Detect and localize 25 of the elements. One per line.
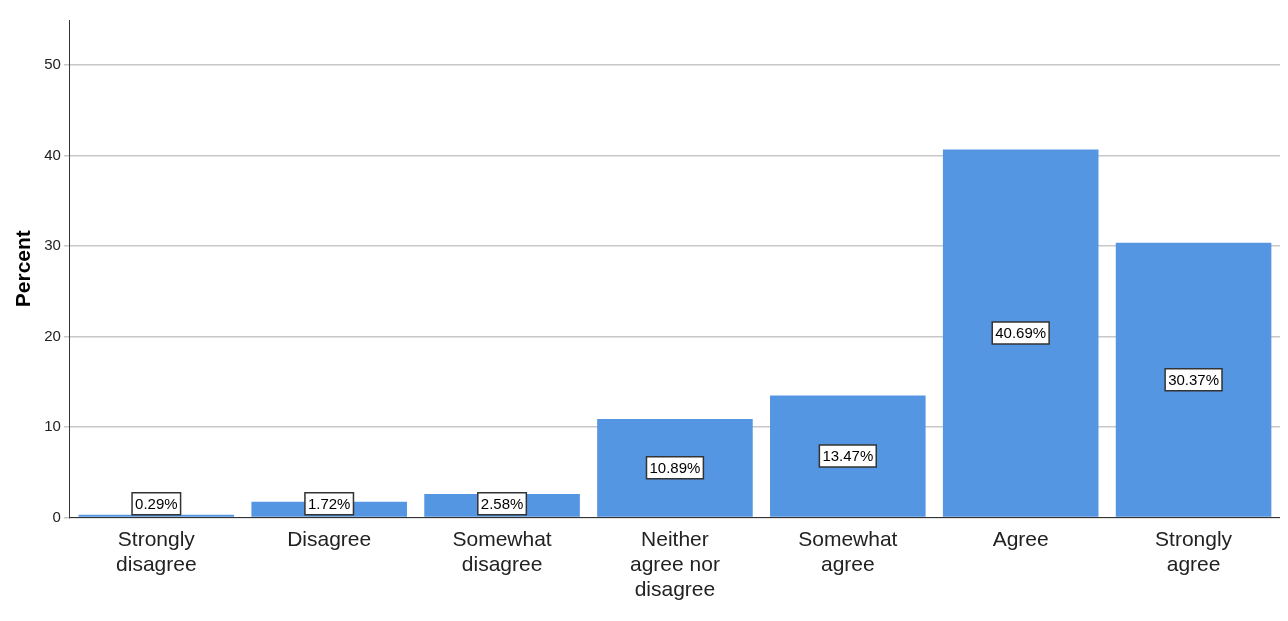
data-label: 1.72% (307, 494, 351, 512)
data-label: 2.58% (480, 494, 524, 512)
bar (770, 395, 926, 517)
x-tick-label: Agree (992, 526, 1049, 550)
y-axis-title: Percent (11, 230, 35, 308)
y-tick-label: 20 (44, 326, 61, 344)
y-tick-label: 50 (44, 55, 61, 73)
x-tick-label: Neither agree nor disagree (629, 526, 720, 601)
y-tick-label: 30 (44, 236, 61, 254)
x-tick-label: Disagree (287, 526, 372, 550)
y-tick-label: 0 (52, 507, 61, 525)
data-label: 0.29% (135, 494, 178, 512)
bar (942, 149, 1099, 517)
bar (597, 418, 753, 517)
bar (1115, 242, 1272, 517)
data-label: 10.89% (649, 458, 701, 476)
x-tick-label: Somewhat agree (798, 526, 898, 575)
x-tick-label: Strongly agree (1155, 526, 1233, 575)
data-label: 30.37% (1168, 370, 1219, 388)
x-tick-label: Somewhat disagree (452, 526, 552, 575)
y-tick-label: 40 (44, 145, 61, 163)
data-label: 40.69% (995, 324, 1047, 342)
x-tick-label: Strongly disagree (116, 526, 197, 575)
y-tick-label: 10 (44, 417, 61, 435)
data-label: 13.47% (822, 447, 874, 465)
